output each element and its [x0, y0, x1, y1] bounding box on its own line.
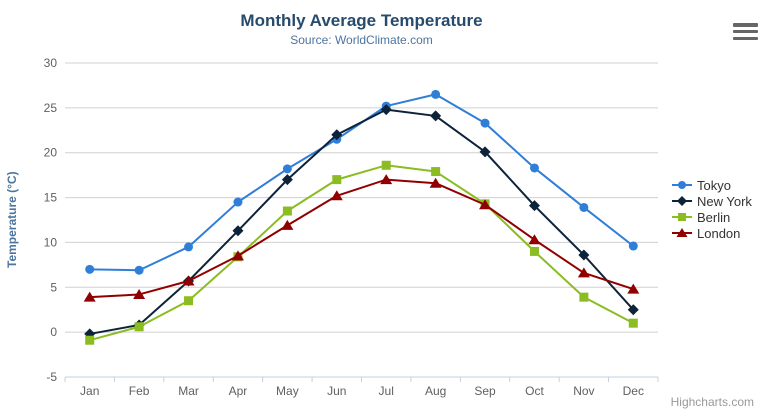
series-marker-tokyo[interactable] — [529, 163, 539, 173]
series-marker-new-york[interactable] — [380, 104, 392, 116]
legend-item-berlin[interactable]: Berlin — [672, 209, 752, 225]
series-marker-london[interactable] — [627, 283, 640, 294]
legend: Tokyo New York Berlin London — [672, 177, 752, 241]
legend-marker-shape — [677, 196, 687, 206]
x-tick-label: Nov — [573, 384, 594, 398]
series-marker-new-york[interactable] — [528, 200, 540, 212]
series-marker-new-york[interactable] — [578, 249, 590, 261]
berlin-legend-marker-icon — [672, 213, 692, 221]
series-marker-berlin[interactable] — [184, 296, 194, 306]
x-tick-label: Apr — [229, 384, 248, 398]
series-marker-new-york[interactable] — [479, 146, 491, 158]
series-marker-new-york[interactable] — [281, 174, 293, 186]
series-marker-london[interactable] — [479, 199, 492, 210]
highcharts-credits-link[interactable]: Highcharts.com — [670, 395, 754, 409]
series-marker-new-york[interactable] — [232, 225, 244, 237]
legend-marker-shape — [678, 181, 686, 189]
hamburger-menu-icon — [733, 36, 758, 40]
series-marker-london[interactable] — [83, 291, 96, 302]
legend-label-berlin: Berlin — [697, 209, 731, 225]
x-tick-label: Jan — [80, 384, 99, 398]
x-tick-label: May — [276, 384, 299, 398]
y-tick-label: -5 — [46, 370, 57, 384]
series-marker-london[interactable] — [182, 275, 195, 286]
legend-marker-shape — [676, 228, 688, 237]
series-marker-london[interactable] — [330, 190, 343, 201]
series-marker-tokyo[interactable] — [233, 197, 243, 207]
series-marker-london[interactable] — [577, 267, 590, 278]
x-tick-label: Aug — [425, 384, 446, 398]
series-marker-new-york[interactable] — [331, 129, 343, 141]
legend-item-tokyo[interactable]: Tokyo — [672, 177, 752, 193]
series-marker-london[interactable] — [429, 177, 442, 188]
x-tick-label: Sep — [474, 384, 496, 398]
legend-label-tokyo: Tokyo — [697, 177, 731, 193]
y-tick-label: 5 — [50, 280, 57, 294]
series-marker-berlin[interactable] — [134, 322, 144, 332]
hamburger-menu-icon — [733, 23, 758, 27]
series-marker-tokyo[interactable] — [184, 242, 194, 252]
new-york-legend-marker-icon — [672, 196, 692, 206]
series-marker-berlin[interactable] — [332, 175, 342, 185]
london-legend-marker-icon — [672, 228, 692, 237]
legend-item-london[interactable]: London — [672, 225, 752, 241]
x-tick-label: Jun — [327, 384, 346, 398]
series-marker-berlin[interactable] — [529, 246, 539, 256]
legend-item-new-york[interactable]: New York — [672, 193, 752, 209]
y-axis-title: Temperature (°C) — [5, 171, 19, 269]
series-marker-new-york[interactable] — [627, 304, 639, 316]
legend-marker-shape — [678, 213, 686, 221]
y-tick-label: 0 — [50, 325, 57, 339]
series-marker-berlin[interactable] — [628, 318, 638, 328]
series-marker-london[interactable] — [380, 174, 393, 185]
chart-title: Monthly Average Temperature — [240, 11, 483, 30]
y-tick-label: 20 — [44, 146, 58, 160]
series-marker-berlin[interactable] — [282, 206, 292, 216]
x-tick-label: Dec — [623, 384, 644, 398]
tokyo-legend-marker-icon — [672, 181, 692, 189]
legend-label-london: London — [697, 225, 741, 241]
chart-subtitle: Source: WorldClimate.com — [290, 33, 433, 47]
series-line-london[interactable] — [88, 178, 635, 299]
x-tick-label: Oct — [525, 384, 544, 398]
series-line-berlin[interactable] — [88, 164, 635, 342]
series-marker-tokyo[interactable] — [431, 89, 441, 99]
x-tick-label: Jul — [379, 384, 394, 398]
x-tick-label: Feb — [129, 384, 150, 398]
series-marker-tokyo[interactable] — [282, 164, 292, 174]
y-tick-label: 30 — [44, 56, 58, 70]
series-marker-berlin[interactable] — [85, 335, 95, 345]
series-line-new-york[interactable] — [88, 108, 635, 335]
x-tick-label: Mar — [178, 384, 199, 398]
series-marker-london[interactable] — [281, 219, 294, 230]
series-marker-london[interactable] — [528, 234, 541, 245]
y-tick-label: 10 — [44, 235, 58, 249]
legend-label-new-york: New York — [697, 193, 752, 209]
series-marker-tokyo[interactable] — [628, 241, 638, 251]
series-marker-berlin[interactable] — [381, 160, 391, 170]
export-menu-button[interactable] — [733, 23, 758, 40]
series-marker-tokyo[interactable] — [579, 202, 589, 212]
series-marker-berlin[interactable] — [579, 292, 589, 302]
series-marker-tokyo[interactable] — [85, 264, 95, 274]
hamburger-menu-icon — [733, 29, 758, 34]
series-marker-tokyo[interactable] — [134, 265, 144, 275]
y-tick-label: 15 — [44, 191, 58, 205]
series-marker-london[interactable] — [231, 250, 244, 261]
y-tick-label: 25 — [44, 101, 58, 115]
series-marker-berlin[interactable] — [431, 167, 441, 177]
series-marker-new-york[interactable] — [430, 110, 442, 122]
series-marker-london[interactable] — [133, 288, 146, 299]
series-marker-tokyo[interactable] — [480, 118, 490, 128]
series-line-tokyo[interactable] — [88, 93, 635, 272]
